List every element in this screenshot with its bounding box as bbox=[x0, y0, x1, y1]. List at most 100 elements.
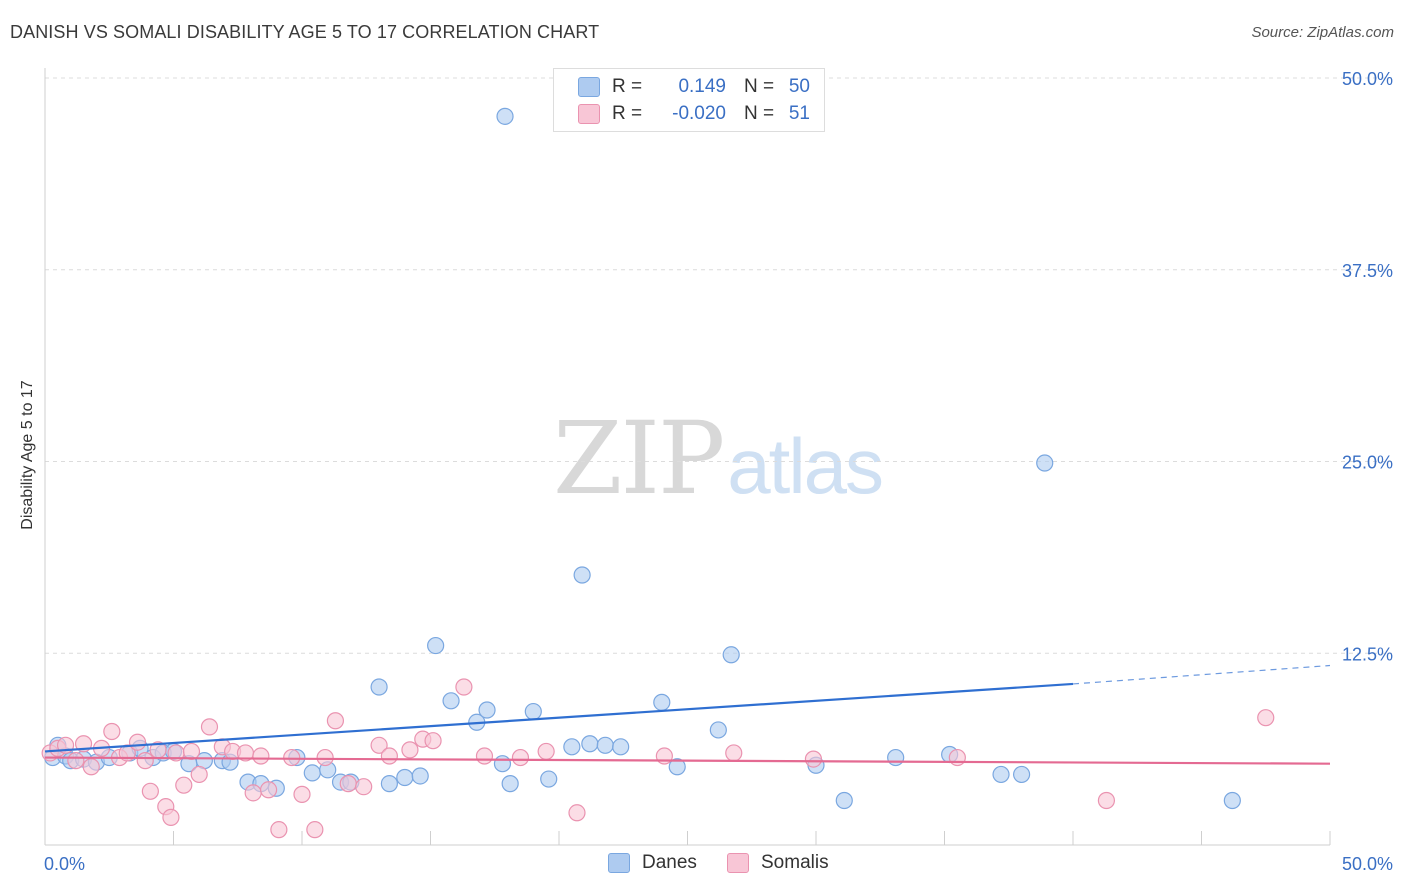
danes-point bbox=[596, 736, 614, 754]
somalis-point bbox=[259, 781, 278, 799]
somalis-point bbox=[244, 784, 262, 802]
danes-point bbox=[427, 636, 445, 655]
somalis-point bbox=[162, 808, 180, 826]
somalis-point bbox=[200, 718, 219, 736]
legend-n-value: 51 bbox=[788, 103, 810, 124]
series-legend-somalis: Somalis bbox=[727, 852, 829, 874]
legend-swatch-somalis bbox=[578, 104, 600, 124]
somalis-point bbox=[568, 804, 586, 822]
somalis-point bbox=[804, 750, 823, 768]
legend-n-label: N = bbox=[744, 103, 775, 124]
danes-point bbox=[501, 775, 519, 793]
danes-point bbox=[370, 678, 388, 696]
y-axis-label: Disability Age 5 to 17 bbox=[19, 380, 36, 530]
danes-point bbox=[992, 765, 1010, 784]
somalis-point bbox=[252, 747, 270, 765]
legend-r-value: 0.149 bbox=[678, 76, 726, 97]
y-tick-label: 50.0% bbox=[1342, 69, 1393, 89]
somalis-point bbox=[401, 741, 419, 759]
danes-point bbox=[540, 770, 558, 788]
series-label-danes: Danes bbox=[642, 852, 697, 873]
somalis-point bbox=[283, 748, 301, 767]
somalis-point bbox=[316, 748, 334, 767]
danes-point bbox=[563, 738, 581, 756]
legend-n-value: 50 bbox=[788, 76, 810, 97]
danes-point bbox=[1012, 765, 1031, 784]
x-tick-label: 50.0% bbox=[1342, 854, 1393, 874]
somalis-point bbox=[182, 742, 201, 761]
y-tick-label: 12.5% bbox=[1342, 644, 1393, 664]
danes-point bbox=[653, 693, 671, 711]
somalis-point bbox=[136, 752, 154, 770]
danes-point bbox=[396, 768, 414, 787]
somalis-point bbox=[455, 678, 473, 696]
legend-r-value: -0.020 bbox=[672, 103, 726, 124]
danes-trend-line bbox=[44, 682, 1074, 753]
somalis-point bbox=[1257, 709, 1275, 727]
somalis-point bbox=[306, 821, 324, 839]
legend-row-danes: R = 0.149 N = 50 bbox=[578, 75, 810, 99]
somalis-point bbox=[175, 776, 193, 794]
somalis-point bbox=[270, 821, 288, 839]
somalis-point bbox=[82, 758, 100, 776]
danes-point bbox=[1223, 791, 1241, 810]
legend-n-label: N = bbox=[744, 76, 775, 97]
legend-r-label: R = bbox=[612, 76, 643, 97]
danes-point bbox=[722, 646, 740, 664]
danes-point bbox=[380, 775, 398, 793]
danes-point bbox=[709, 721, 727, 739]
somalis-point bbox=[511, 748, 530, 767]
somalis-point bbox=[103, 722, 121, 741]
somalis-point bbox=[339, 775, 357, 793]
series-label-somalis: Somalis bbox=[761, 852, 829, 873]
source-label: Source: ZipAtlas.com bbox=[1251, 24, 1394, 41]
somalis-point bbox=[355, 778, 373, 796]
chart-title: DANISH VS SOMALI DISABILITY AGE 5 TO 17 … bbox=[10, 22, 600, 42]
somalis-point bbox=[424, 732, 442, 750]
danes-point bbox=[887, 748, 905, 767]
somalis-trend-line bbox=[44, 756, 1331, 765]
danes-point bbox=[478, 701, 496, 719]
legend-row-somalis: R = -0.020 N = 51 bbox=[578, 102, 810, 126]
correlation-legend: R = 0.149 N = 50 R = -0.020 N = 51 bbox=[553, 68, 825, 132]
danes-point bbox=[668, 758, 686, 776]
danes-point bbox=[573, 566, 591, 584]
somalis-point bbox=[475, 747, 494, 765]
danes-point bbox=[612, 738, 630, 756]
somalis-point bbox=[725, 744, 743, 762]
danes-point bbox=[1036, 454, 1054, 472]
somalis-point bbox=[380, 747, 398, 765]
somalis-point bbox=[141, 782, 159, 800]
danes-point bbox=[524, 702, 542, 721]
series-legend: Danes Somalis bbox=[0, 852, 1406, 876]
somalis-point bbox=[948, 748, 966, 767]
series-swatch-danes bbox=[608, 853, 630, 873]
watermark-atlas: atlas bbox=[727, 422, 884, 510]
somalis-point bbox=[537, 742, 555, 761]
series-swatch-somalis bbox=[727, 853, 749, 873]
danes-point bbox=[303, 764, 321, 782]
danes-trend-extension bbox=[1072, 664, 1331, 685]
somalis-point bbox=[128, 733, 147, 751]
somalis-point bbox=[1097, 791, 1116, 810]
danes-point bbox=[835, 791, 853, 810]
somalis-point bbox=[190, 765, 208, 784]
somalis-point bbox=[370, 736, 388, 754]
x-tick-label: 0.0% bbox=[44, 854, 85, 874]
legend-swatch-danes bbox=[578, 77, 600, 97]
series-legend-danes: Danes bbox=[608, 852, 697, 874]
danes-point bbox=[496, 107, 514, 125]
watermark-zip: ZIP bbox=[553, 400, 725, 517]
y-tick-label: 25.0% bbox=[1342, 453, 1393, 473]
somalis-point bbox=[67, 752, 85, 770]
danes-point bbox=[411, 767, 429, 785]
watermark: ZIPatlas bbox=[553, 400, 884, 517]
somalis-point bbox=[326, 712, 345, 730]
somalis-point bbox=[293, 785, 311, 803]
legend-r-label: R = bbox=[612, 103, 643, 124]
y-tick-label: 37.5% bbox=[1342, 261, 1393, 281]
danes-point bbox=[493, 755, 512, 773]
danes-point bbox=[581, 735, 599, 753]
danes-point bbox=[442, 692, 460, 710]
